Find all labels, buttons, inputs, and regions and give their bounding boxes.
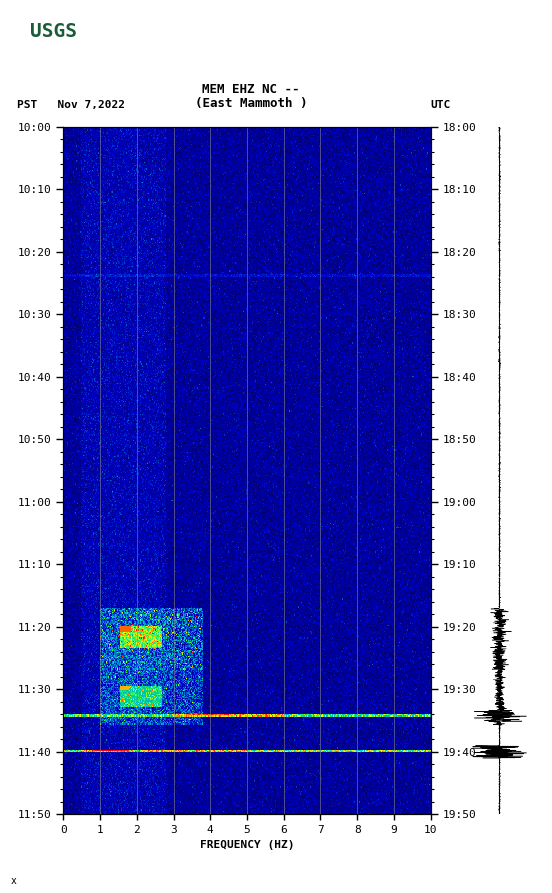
Text: (East Mammoth ): (East Mammoth ) (195, 96, 307, 110)
X-axis label: FREQUENCY (HZ): FREQUENCY (HZ) (200, 840, 294, 850)
Text: PST   Nov 7,2022: PST Nov 7,2022 (17, 100, 125, 110)
Text: USGS: USGS (30, 22, 77, 41)
Polygon shape (12, 17, 30, 40)
Text: UTC: UTC (431, 100, 451, 110)
Text: x: x (11, 876, 17, 886)
Text: MEM EHZ NC --: MEM EHZ NC -- (203, 82, 300, 96)
